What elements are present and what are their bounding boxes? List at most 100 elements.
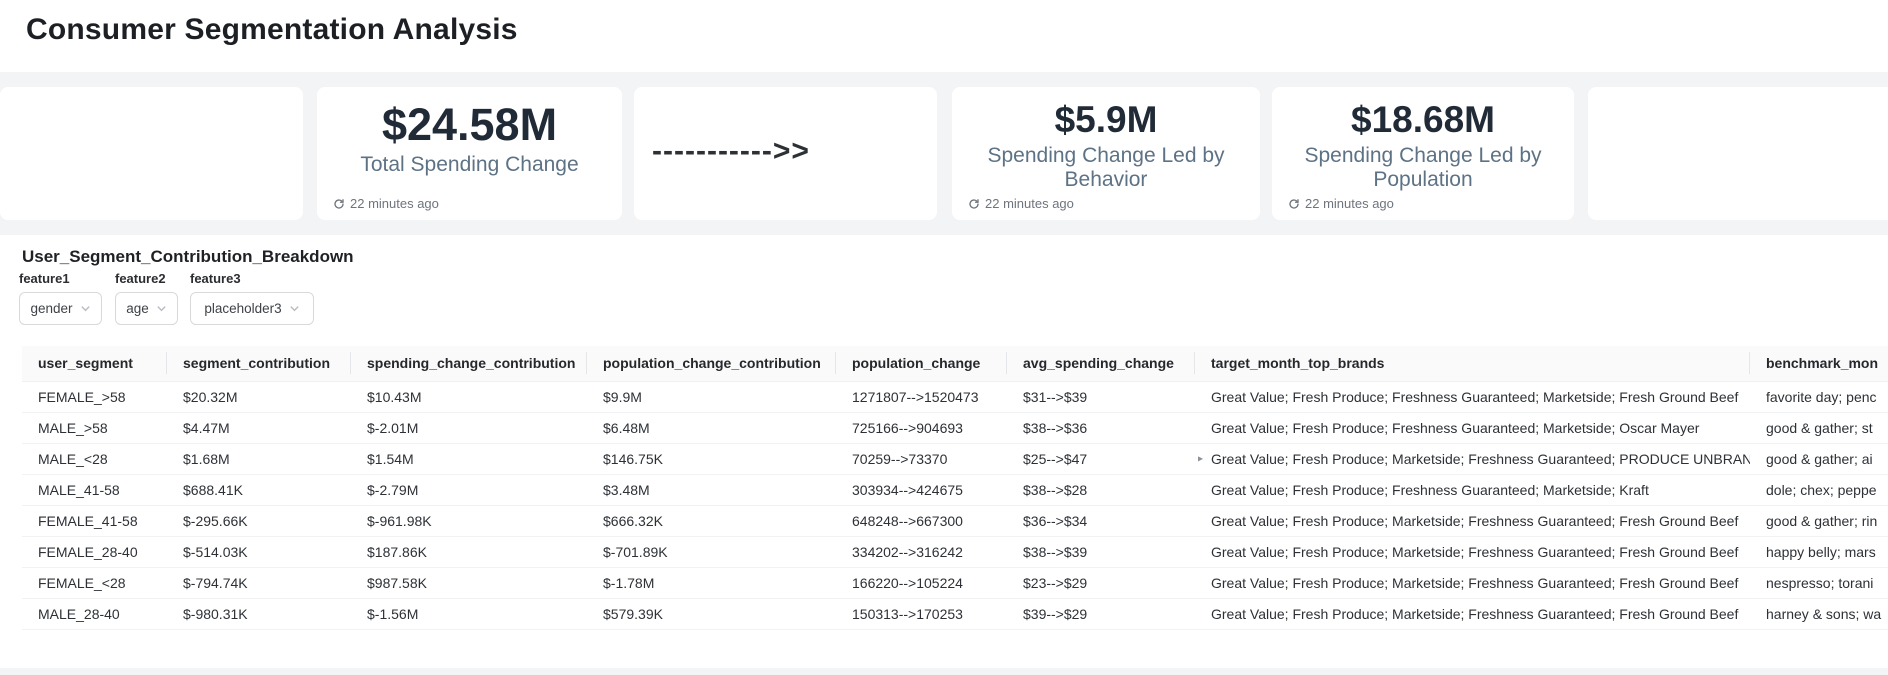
breakdown-table: user_segment segment_contribution spendi… xyxy=(22,346,1888,630)
last-updated-text: 22 minutes ago xyxy=(1305,196,1394,211)
cell-target-month-top-brands: Great Value; Fresh Produce; Freshness Gu… xyxy=(1195,474,1750,505)
col-header-segment-contribution: segment_contribution xyxy=(167,346,351,381)
cell-avg-spending-change: $31-->$39 xyxy=(1007,381,1195,412)
feature3-select-value: placeholder3 xyxy=(204,301,281,316)
cell-target-month-top-brands: Great Value; Fresh Produce; Marketside; … xyxy=(1195,505,1750,536)
cell-avg-spending-change: $38-->$28 xyxy=(1007,474,1195,505)
cell-spending-change-contribution: $-1.56M xyxy=(351,598,587,629)
table-row: MALE_>58 $4.47M $-2.01M $6.48M 725166-->… xyxy=(22,412,1888,443)
metric-label: Spending Change Led by Population xyxy=(1299,144,1547,194)
filter-label-feature1: feature1 xyxy=(19,271,70,286)
page-header: Consumer Segmentation Analysis xyxy=(0,0,1888,72)
refresh-icon xyxy=(968,198,980,210)
chevron-down-icon xyxy=(156,303,167,314)
cell-segment-contribution: $4.47M xyxy=(167,412,351,443)
table-row: FEMALE_<28 $-794.74K $987.58K $-1.78M 16… xyxy=(22,567,1888,598)
table-row: FEMALE_28-40 $-514.03K $187.86K $-701.89… xyxy=(22,536,1888,567)
cell-user-segment: MALE_>58 xyxy=(22,412,167,443)
col-header-population-change-contribution: population_change_contribution xyxy=(587,346,836,381)
cell-benchmark-month-top-brands: favorite day; penc xyxy=(1750,381,1888,412)
cell-benchmark-month-top-brands: happy belly; mars xyxy=(1750,536,1888,567)
cell-avg-spending-change: $38-->$39 xyxy=(1007,536,1195,567)
cell-benchmark-month-top-brands: good & gather; rin xyxy=(1750,505,1888,536)
metric-card-empty-right xyxy=(1588,87,1888,220)
col-header-user-segment: user_segment xyxy=(22,346,167,381)
breakdown-title: User_Segment_Contribution_Breakdown xyxy=(22,247,354,267)
last-updated-text: 22 minutes ago xyxy=(350,196,439,211)
cell-segment-contribution: $-295.66K xyxy=(167,505,351,536)
cell-avg-spending-change: $25-->$47 xyxy=(1007,443,1195,474)
cell-benchmark-month-top-brands: harney & sons; wa xyxy=(1750,598,1888,629)
col-header-spending-change-contribution: spending_change_contribution xyxy=(351,346,587,381)
cell-user-segment: MALE_41-58 xyxy=(22,474,167,505)
col-header-avg-spending-change: avg_spending_change xyxy=(1007,346,1195,381)
filter-label-feature2: feature2 xyxy=(115,271,166,286)
feature1-select-value: gender xyxy=(30,301,72,316)
dashboard-root: { "page": { "title": "Consumer Segmentat… xyxy=(0,0,1888,675)
table-row: MALE_<28 $1.68M $1.54M $146.75K 70259-->… xyxy=(22,443,1888,474)
table-row: FEMALE_41-58 $-295.66K $-961.98K $666.32… xyxy=(22,505,1888,536)
cell-population-change: 303934-->424675 xyxy=(836,474,1007,505)
table-row: MALE_28-40 $-980.31K $-1.56M $579.39K 15… xyxy=(22,598,1888,629)
cell-population-change: 648248-->667300 xyxy=(836,505,1007,536)
breakdown-table-scroll-area[interactable]: user_segment segment_contribution spendi… xyxy=(22,346,1888,634)
caret-right-icon[interactable]: ▸ xyxy=(1198,453,1203,464)
page-title: Consumer Segmentation Analysis xyxy=(26,13,518,47)
cell-spending-change-contribution: $187.86K xyxy=(351,536,587,567)
col-header-benchmark-month-top-brands: benchmark_mon xyxy=(1750,346,1888,381)
cell-benchmark-month-top-brands: dole; chex; peppe xyxy=(1750,474,1888,505)
cell-target-month-top-brands: Great Value; Fresh Produce; Marketside; … xyxy=(1195,536,1750,567)
cell-user-segment: MALE_<28 xyxy=(22,443,167,474)
cell-segment-contribution: $688.41K xyxy=(167,474,351,505)
feature2-select[interactable]: age xyxy=(115,292,178,325)
metric-card-empty-left xyxy=(0,87,303,220)
col-header-target-month-top-brands: target_month_top_brands xyxy=(1195,346,1750,381)
metric-card-total-spending-change: $24.58M Total Spending Change 22 minutes… xyxy=(317,87,622,220)
filter-label-feature3: feature3 xyxy=(190,271,241,286)
last-updated-text: 22 minutes ago xyxy=(985,196,1074,211)
cell-population-change-contribution: $-1.78M xyxy=(587,567,836,598)
cell-avg-spending-change: $39-->$29 xyxy=(1007,598,1195,629)
arrow-text: ----------->> xyxy=(652,134,810,168)
metric-card-population-spending-change: $18.68M Spending Change Led by Populatio… xyxy=(1272,87,1574,220)
cell-target-month-top-brands: Great Value; Fresh Produce; Marketside; … xyxy=(1195,598,1750,629)
cell-population-change-contribution: $6.48M xyxy=(587,412,836,443)
table-row: MALE_41-58 $688.41K $-2.79M $3.48M 30393… xyxy=(22,474,1888,505)
breakdown-panel: User_Segment_Contribution_Breakdown feat… xyxy=(0,235,1888,668)
cell-population-change: 70259-->73370 xyxy=(836,443,1007,474)
cell-text: Great Value; Fresh Produce; Marketside; … xyxy=(1211,451,1750,467)
cell-avg-spending-change: $38-->$36 xyxy=(1007,412,1195,443)
cell-population-change: 150313-->170253 xyxy=(836,598,1007,629)
cell-population-change: 1271807-->1520473 xyxy=(836,381,1007,412)
last-updated: 22 minutes ago xyxy=(333,196,439,211)
cell-user-segment: FEMALE_>58 xyxy=(22,381,167,412)
metric-card-behavior-spending-change: $5.9M Spending Change Led by Behavior 22… xyxy=(952,87,1260,220)
cell-spending-change-contribution: $-2.79M xyxy=(351,474,587,505)
cell-spending-change-contribution: $1.54M xyxy=(351,443,587,474)
arrow-card: ----------->> xyxy=(634,87,937,220)
chevron-down-icon xyxy=(289,303,300,314)
cell-avg-spending-change: $36-->$34 xyxy=(1007,505,1195,536)
cell-benchmark-month-top-brands: nespresso; torani xyxy=(1750,567,1888,598)
table-row: FEMALE_>58 $20.32M $10.43M $9.9M 1271807… xyxy=(22,381,1888,412)
cell-user-segment: FEMALE_28-40 xyxy=(22,536,167,567)
cell-avg-spending-change: $23-->$29 xyxy=(1007,567,1195,598)
cell-population-change-contribution: $3.48M xyxy=(587,474,836,505)
chevron-down-icon xyxy=(80,303,91,314)
cell-target-month-top-brands: Great Value; Fresh Produce; Freshness Gu… xyxy=(1195,412,1750,443)
cell-spending-change-contribution: $-2.01M xyxy=(351,412,587,443)
cell-spending-change-contribution: $987.58K xyxy=(351,567,587,598)
last-updated: 22 minutes ago xyxy=(1288,196,1394,211)
cell-target-month-top-brands: ▸ Great Value; Fresh Produce; Marketside… xyxy=(1195,443,1750,474)
cell-user-segment: FEMALE_<28 xyxy=(22,567,167,598)
feature3-select[interactable]: placeholder3 xyxy=(190,292,314,325)
cell-population-change-contribution: $666.32K xyxy=(587,505,836,536)
cell-population-change: 334202-->316242 xyxy=(836,536,1007,567)
col-header-population-change: population_change xyxy=(836,346,1007,381)
feature1-select[interactable]: gender xyxy=(19,292,102,325)
cell-user-segment: FEMALE_41-58 xyxy=(22,505,167,536)
cell-segment-contribution: $20.32M xyxy=(167,381,351,412)
cell-segment-contribution: $-794.74K xyxy=(167,567,351,598)
metric-label: Spending Change Led by Behavior xyxy=(982,144,1230,194)
cell-benchmark-month-top-brands: good & gather; ai xyxy=(1750,443,1888,474)
